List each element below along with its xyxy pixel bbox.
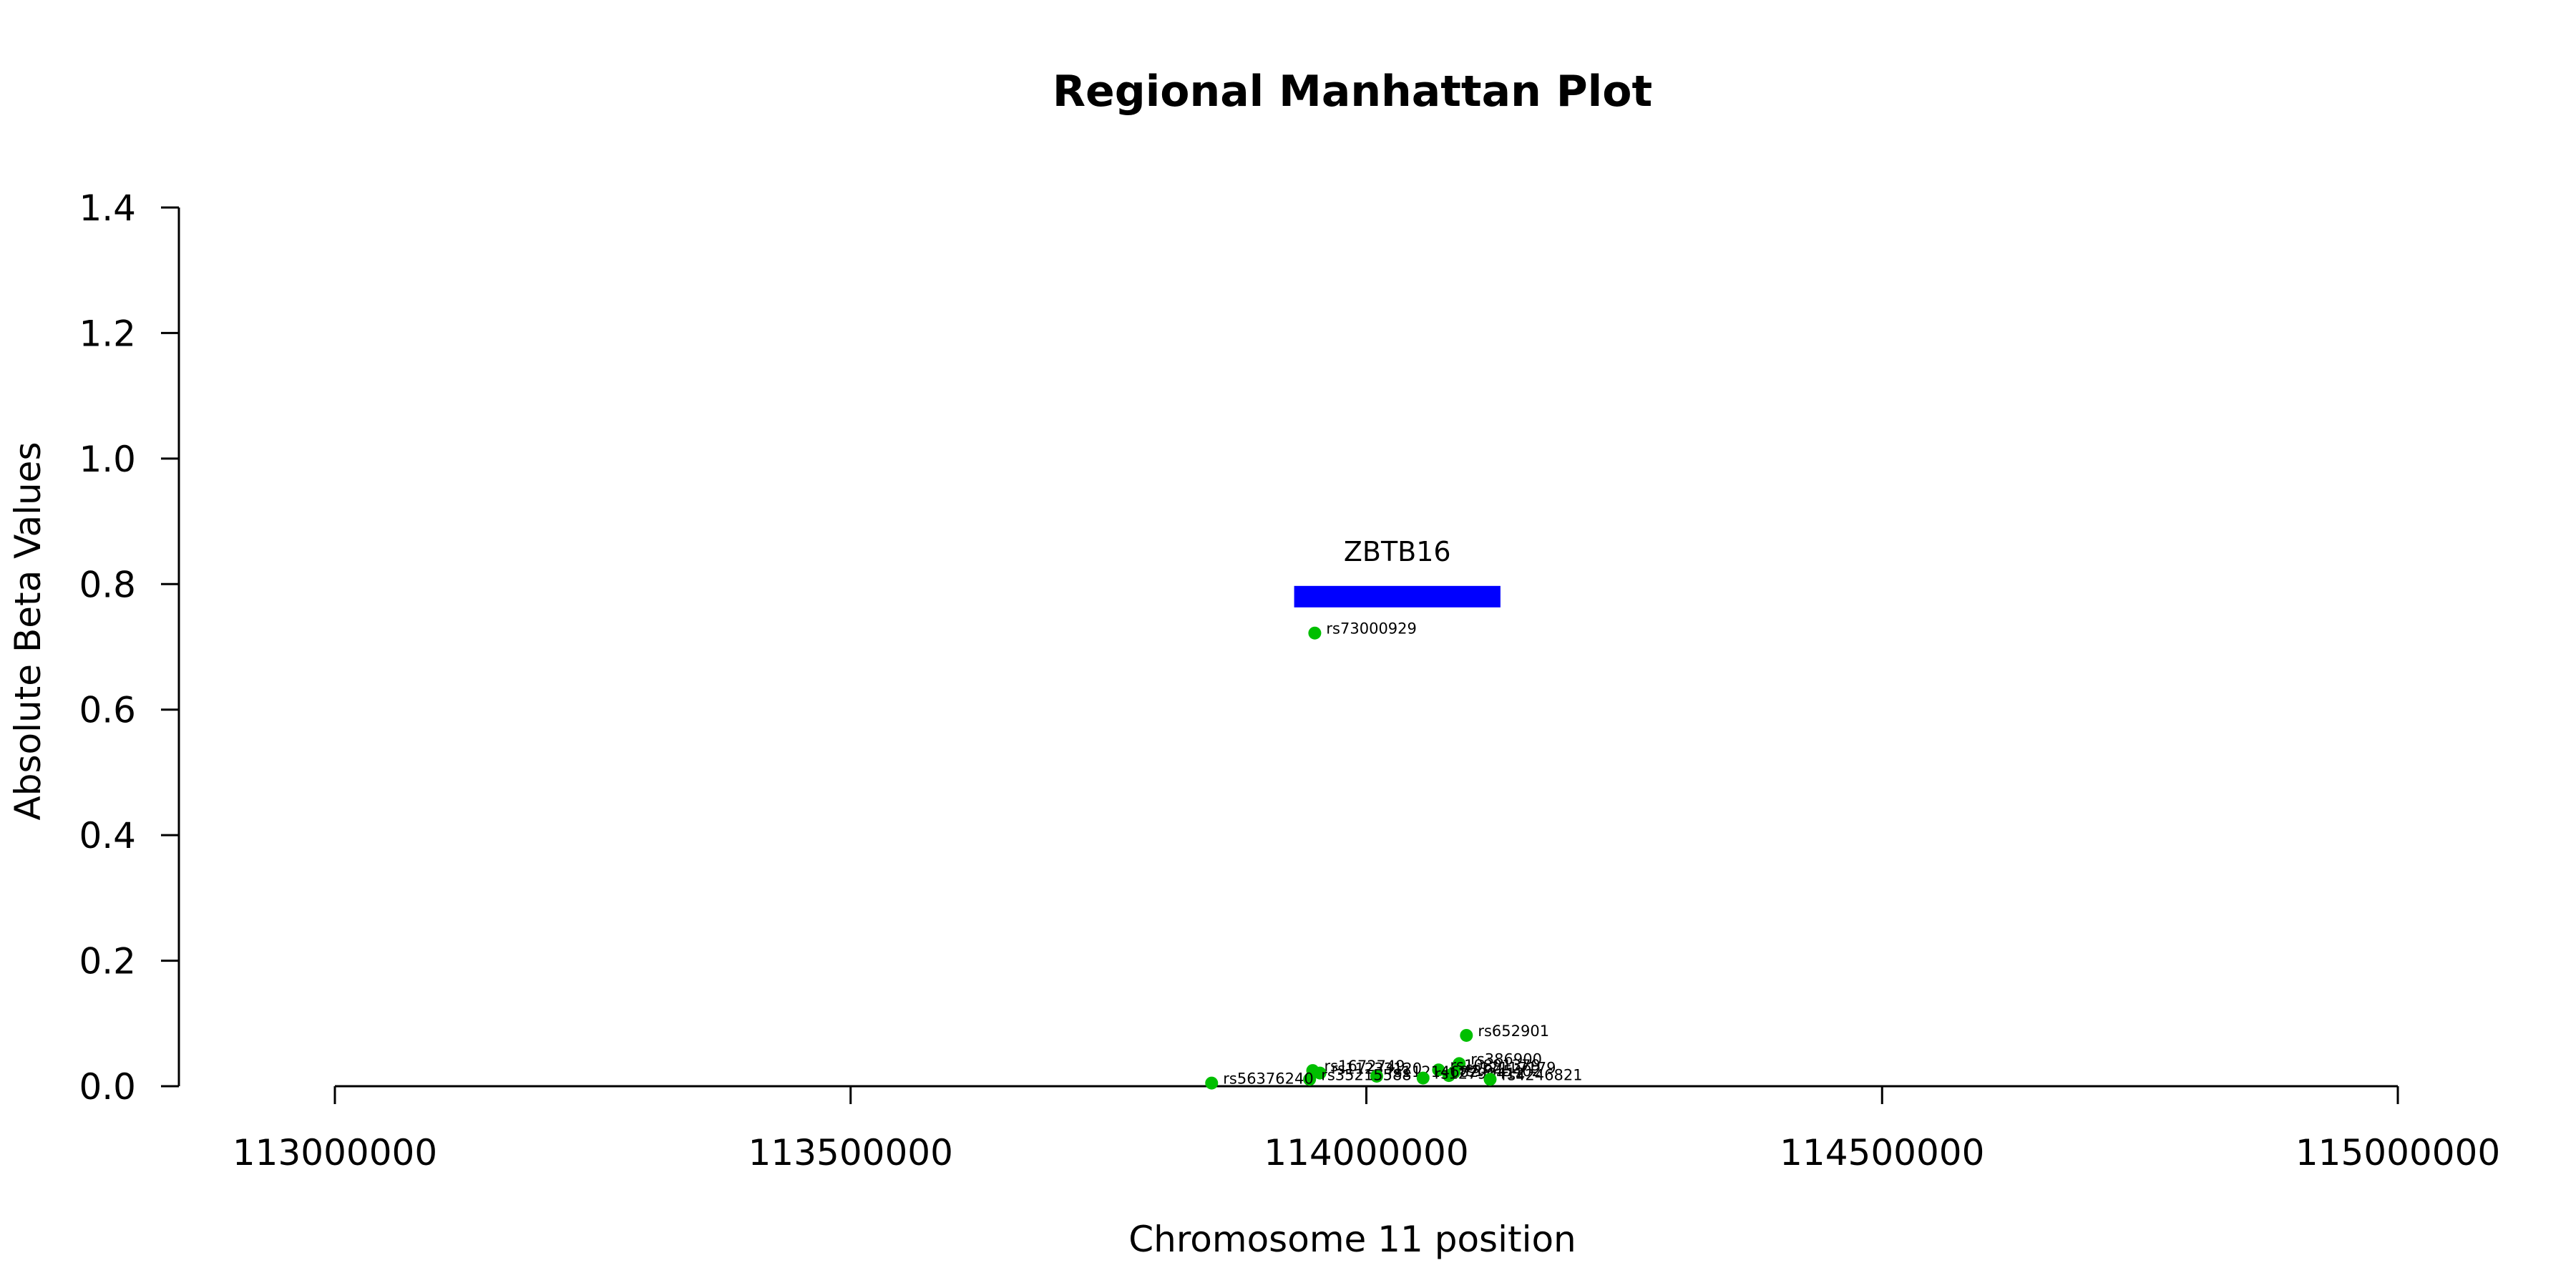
snp-label: rs4246821 <box>1501 1066 1582 1083</box>
snp-label: rs56376240 <box>1223 1070 1313 1088</box>
snp-point <box>1442 1069 1455 1083</box>
snp-point <box>1432 1063 1445 1077</box>
snp-points: rs73000929 rs652901 rs386900 rs1672749rs112… <box>1205 620 1583 1090</box>
snp-label: rs11214682 <box>1388 1063 1478 1080</box>
snp-label: rs73000929 <box>1326 620 1416 638</box>
snp-label: rs1672749 <box>1324 1058 1405 1075</box>
y-tick-label: 1.0 <box>79 439 136 480</box>
chart-title: Regional Manhattan Plot <box>1053 67 1652 117</box>
y-axis: 0.0 0.2 0.4 0.6 0.8 1.0 1.2 1.4 <box>79 187 180 1108</box>
snp-point <box>1370 1069 1383 1083</box>
x-tick-label: 114500000 <box>1780 1132 1984 1174</box>
gene-track: ZBTB16 <box>1294 536 1501 608</box>
y-tick-label: 1.2 <box>79 313 136 354</box>
snp-point <box>1460 1028 1473 1042</box>
snp-point <box>1416 1071 1430 1085</box>
x-tick-label: 113000000 <box>233 1132 437 1174</box>
x-tick-label: 113500000 <box>748 1132 953 1174</box>
y-tick-label: 0.8 <box>79 564 136 605</box>
snp-point <box>1313 1066 1327 1080</box>
snp-label: rs10891379 <box>1450 1057 1540 1074</box>
x-tick-label: 115000000 <box>2296 1132 2500 1174</box>
gene-label: ZBTB16 <box>1344 536 1451 567</box>
snp-point <box>1483 1073 1497 1086</box>
snp-point <box>1303 1073 1317 1086</box>
snp-point <box>1205 1076 1219 1090</box>
y-tick-label: 0.2 <box>79 941 136 982</box>
y-tick-label: 0.0 <box>79 1066 136 1108</box>
x-tick-label: 114000000 <box>1264 1132 1468 1174</box>
snp-label: rs17117179 <box>1465 1060 1556 1077</box>
x-axis-label: Chromosome 11 position <box>1128 1219 1576 1260</box>
snp-point <box>1308 626 1322 640</box>
gene-bar <box>1294 585 1501 608</box>
snp-label: rs12790412 <box>1435 1065 1525 1083</box>
y-axis-label: Absolute Beta Values <box>7 442 49 821</box>
x-axis: 113000000 113500000 114000000 114500000 1150… <box>233 1085 2500 1174</box>
y-tick-label: 0.6 <box>79 690 136 731</box>
y-tick-label: 0.4 <box>79 815 136 857</box>
snp-label: rs1945402 <box>1460 1063 1541 1080</box>
snp-label: rs386900 <box>1470 1050 1542 1068</box>
y-tick-label: 1.4 <box>79 187 136 229</box>
snp-label: rs652901 <box>1478 1023 1549 1040</box>
snp-label: rs35215588 <box>1321 1066 1411 1083</box>
